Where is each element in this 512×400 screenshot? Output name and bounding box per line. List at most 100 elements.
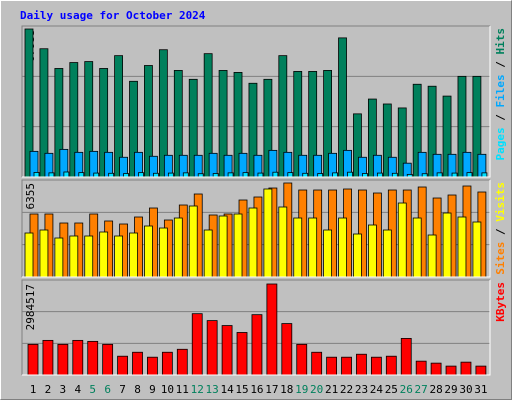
bar — [167, 172, 174, 178]
bar — [39, 229, 49, 278]
panel-border — [22, 26, 491, 178]
bar — [266, 283, 278, 376]
x-tick-label: 5 — [89, 383, 96, 396]
panel-border — [21, 179, 490, 277]
bar — [263, 188, 273, 278]
bar — [114, 235, 123, 278]
legend: Pages / Files / Hits — [494, 28, 507, 161]
bar — [376, 172, 383, 178]
bar — [400, 338, 412, 376]
bar — [451, 172, 458, 178]
bar — [173, 217, 183, 278]
x-tick-label: 18 — [280, 383, 293, 396]
legend-entry: Visits — [494, 182, 507, 222]
x-tick-label: 13 — [206, 383, 219, 396]
bar — [24, 232, 34, 278]
legend-entry: Sites — [494, 242, 507, 275]
legend-entry: Files — [494, 74, 507, 107]
bar — [99, 231, 109, 278]
bar — [362, 173, 368, 178]
x-tick-label: 4 — [74, 383, 81, 396]
bar — [311, 351, 323, 376]
bar — [457, 216, 467, 278]
bar — [242, 172, 249, 178]
y-tick-label: 2984517 — [24, 284, 37, 330]
bar — [326, 356, 338, 376]
x-tick-label: 8 — [134, 383, 141, 396]
x-tick-label: 10 — [161, 383, 174, 396]
legend-entry: Pages — [494, 127, 507, 160]
bar — [302, 172, 309, 178]
bar — [382, 229, 392, 278]
bar — [161, 351, 173, 376]
x-tick-label: 20 — [310, 383, 323, 396]
legend-separator: / — [494, 108, 507, 128]
bar — [248, 207, 258, 278]
bar — [385, 355, 397, 376]
bar — [272, 171, 279, 178]
legend: KBytes — [494, 282, 507, 322]
x-tick-label: 22 — [340, 383, 353, 396]
bar — [415, 360, 427, 376]
x-tick-label: 3 — [60, 383, 67, 396]
x-tick-label: 27 — [415, 383, 428, 396]
bar — [356, 353, 367, 376]
bar — [436, 172, 443, 178]
bar — [102, 343, 114, 376]
bar — [460, 361, 472, 376]
bar — [221, 325, 233, 376]
x-tick-label: 12 — [191, 383, 204, 396]
bar — [257, 172, 264, 178]
bar — [287, 172, 294, 178]
legend-entry: KBytes — [494, 282, 507, 322]
x-tick-label: 25 — [385, 383, 398, 396]
x-tick-label: 28 — [429, 383, 442, 396]
bar — [78, 172, 85, 178]
x-tick-label: 26 — [400, 383, 413, 396]
bar — [144, 225, 153, 278]
bar — [445, 365, 457, 376]
bar — [472, 221, 482, 278]
x-tick-label: 15 — [235, 383, 248, 396]
bar — [57, 343, 69, 376]
bar — [227, 172, 234, 178]
chart-title: Daily usage for October 2024 — [20, 9, 206, 22]
x-tick-label: 17 — [265, 383, 278, 396]
bar — [430, 362, 442, 376]
legend-separator: / — [494, 55, 507, 75]
bar — [48, 172, 55, 178]
bar — [69, 235, 79, 278]
bar — [341, 356, 352, 376]
bar — [308, 217, 318, 278]
bar — [63, 171, 70, 178]
bar — [132, 351, 143, 376]
x-tick-label: 11 — [176, 383, 189, 396]
bar — [176, 348, 188, 376]
bar — [353, 233, 362, 278]
bar — [93, 172, 100, 178]
bar — [27, 343, 39, 376]
bar — [475, 365, 487, 376]
bar — [108, 172, 115, 178]
x-tick-label: 16 — [250, 383, 263, 396]
bar — [323, 229, 333, 278]
bar — [203, 229, 213, 278]
panel-border — [21, 25, 490, 177]
legend: Sites / Visits — [494, 182, 507, 275]
bar — [251, 314, 263, 376]
bar — [412, 217, 422, 278]
panel-border — [22, 280, 491, 376]
bar — [87, 340, 99, 376]
bar — [129, 232, 138, 278]
bar — [236, 332, 248, 376]
bar — [317, 173, 324, 178]
bar — [158, 227, 168, 278]
y-tick-label: 6355 — [24, 183, 37, 210]
bar — [233, 213, 243, 278]
bar — [72, 339, 84, 376]
bar — [206, 320, 218, 376]
bar — [427, 234, 437, 278]
bar — [191, 313, 203, 376]
bar — [212, 173, 219, 178]
